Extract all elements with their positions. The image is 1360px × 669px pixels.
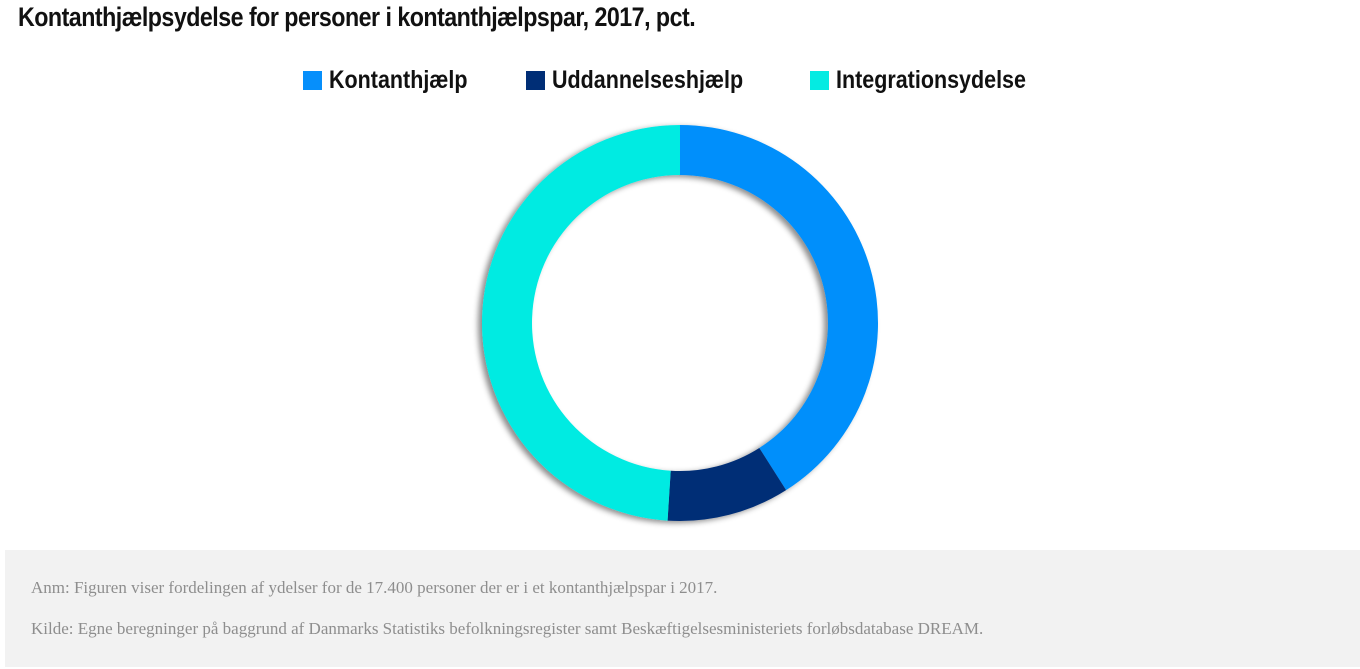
slice-kontanthjaelp[interactable]	[680, 125, 879, 491]
legend-label-kontanthjaelp: Kontanthjælp	[328, 65, 468, 94]
legend-item-integrationsydelse[interactable]: Integrationsydelse	[810, 66, 1057, 95]
note-kilde: Kilde: Egne beregninger på baggrund af D…	[31, 619, 984, 638]
legend-swatch-kontanthjaelp	[302, 70, 322, 90]
chart-legend: Kontanthjælp Uddannelseshjælp Integratio…	[0, 62, 1360, 98]
legend-item-uddannelseshjaelp[interactable]: Uddannelseshjælp	[525, 65, 774, 95]
legend-label-integrationsydelse: Integrationsydelse	[836, 65, 1027, 94]
legend-item-kontanthjaelp[interactable]: Kontanthjælp	[302, 65, 490, 95]
slice-integrationsydelse[interactable]	[482, 125, 680, 521]
chart-footer: Anm: Figuren viser fordelingen af ydelse…	[5, 550, 1360, 667]
legend-swatch-uddannelseshjaelp	[525, 70, 545, 90]
slice-uddannelseshjaelp[interactable]	[667, 447, 787, 521]
legend-swatch-integrationsydelse	[810, 70, 830, 90]
chart-title: Kontanthjælpsydelse for personer i konta…	[18, 2, 696, 32]
note-anm: Anm: Figuren viser fordelingen af ydelse…	[31, 578, 718, 597]
donut-chart	[482, 125, 879, 521]
legend-label-uddannelseshjaelp: Uddannelseshjælp	[551, 65, 744, 94]
